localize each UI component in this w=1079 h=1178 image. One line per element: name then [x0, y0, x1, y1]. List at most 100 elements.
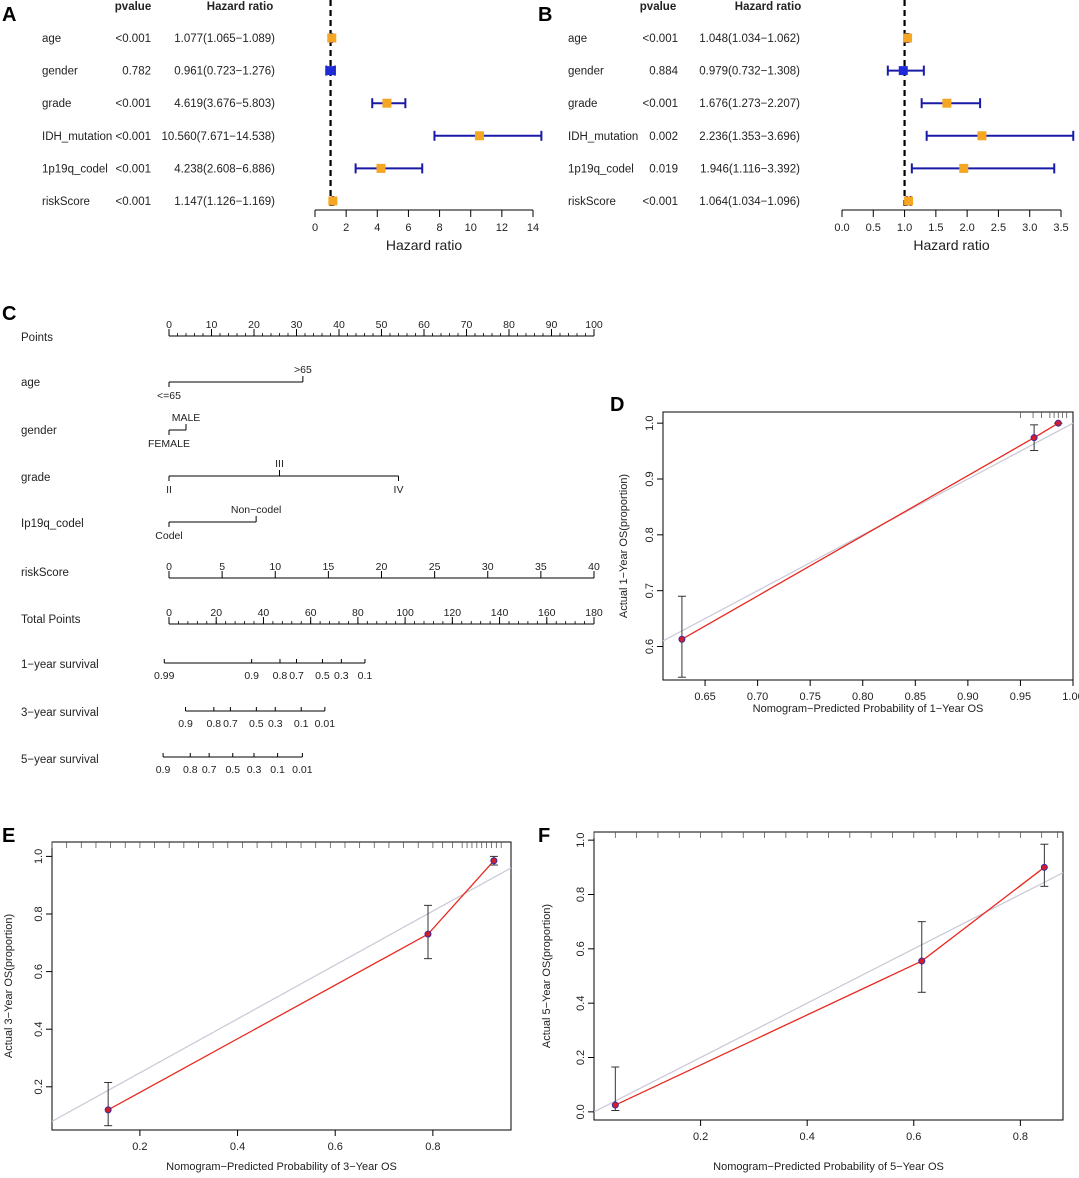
tick-label: 10 — [206, 319, 218, 331]
survival-tick-label: 0.1 — [358, 670, 373, 682]
y-tick-label: 0.7 — [644, 583, 656, 598]
tick-label: 0 — [166, 319, 172, 331]
tick-label: 0 — [166, 607, 172, 619]
hazard-ratio-marker — [327, 33, 337, 43]
survival-tick-label: 0.7 — [223, 718, 238, 730]
x-tick-label: 1.00 — [1062, 691, 1079, 703]
x-tick-label: 0.5 — [866, 222, 881, 234]
x-tick-label: 0.2 — [132, 1141, 147, 1153]
y-tick-label: 0.4 — [33, 1022, 45, 1037]
nomogram-row-label: 3−year survival — [21, 707, 99, 719]
x-tick-label: 0.4 — [800, 1131, 815, 1143]
variable-label: 1p19q_codel — [568, 163, 634, 175]
hazard-ratio-marker — [977, 131, 987, 141]
x-axis-title: Nomogram−Predicted Probability of 1−Year… — [753, 703, 984, 715]
hazard-ratio-label: 4.238(2.608−6.886) — [174, 163, 275, 175]
plot-frame — [593, 831, 1064, 1121]
variable-label: gender — [568, 66, 604, 78]
x-tick-label: 0.8 — [1013, 1131, 1028, 1143]
tick-label: 90 — [546, 319, 558, 331]
observed-point — [490, 857, 498, 865]
hazard-ratio-marker — [904, 196, 914, 206]
y-tick-label: 0.4 — [575, 996, 587, 1011]
tick-label: 15 — [323, 561, 335, 573]
plot-frame — [51, 841, 512, 1131]
x-tick-label: 0.4 — [230, 1141, 245, 1153]
error-bar — [104, 1081, 113, 1127]
hazard-ratio-label: 4.619(3.676−5.803) — [174, 98, 275, 110]
tick-label: 120 — [444, 607, 462, 619]
survival-tick-label: 0.9 — [156, 764, 171, 776]
hazard-ratio-marker — [942, 98, 952, 108]
y-tick-label: 0.8 — [644, 527, 656, 542]
pvalue-label: <0.001 — [116, 196, 152, 208]
y-axis-title: Actual 5−Year OS(proportion) — [541, 904, 553, 1048]
hazard-ratio-marker — [898, 66, 908, 76]
pvalue-label: <0.001 — [116, 163, 152, 175]
observed-line — [681, 422, 1059, 640]
hazard-ratio-label: 1.676(1.273−2.207) — [699, 98, 800, 110]
survival-tick-label: 0.5 — [249, 718, 264, 730]
y-tick-label: 0.6 — [33, 964, 45, 979]
level-label: III — [275, 458, 284, 470]
nomogram-row-label: 1−year survival — [21, 659, 99, 671]
y-tick-label: 1.0 — [575, 833, 587, 848]
calibration-plot-e: E 0.2 0.4 0.6 0.8 0.2 0.4 0.6 0.8 1.0 Nomogram−Pre… — [2, 825, 512, 1173]
hazard-ratio-marker — [325, 66, 335, 76]
variable-label: gender — [42, 66, 78, 78]
y-tick-label: 0.8 — [575, 887, 587, 902]
y-tick-label: 1.0 — [644, 416, 656, 431]
survival-tick-label: 0.5 — [225, 764, 240, 776]
y-tick-label: 0.6 — [644, 639, 656, 654]
rug-marks — [593, 832, 1059, 838]
x-tick-label: 3.5 — [1053, 222, 1068, 234]
x-tick-label: 0.65 — [694, 691, 715, 703]
survival-tick-label: 0.3 — [268, 718, 283, 730]
nomogram-row: 3−year survival 0.9 0.8 0.7 0.5 0.3 0.1 0.01 — [21, 707, 335, 730]
observed-point — [1054, 419, 1062, 427]
nomogram-row-label: riskScore — [21, 567, 69, 579]
confidence-interval — [910, 163, 1056, 174]
tick-label: 100 — [396, 607, 414, 619]
plot-frame — [662, 411, 1074, 681]
survival-tick-label: 0.01 — [315, 718, 336, 730]
observed-point — [104, 1106, 112, 1114]
x-tick-label: 0.70 — [747, 691, 768, 703]
y-axis-title: Actual 1−Year OS(proportion) — [618, 474, 630, 618]
hazard-ratio-marker — [376, 163, 386, 173]
x-tick-label: 3.0 — [1022, 222, 1037, 234]
x-axis-title: Hazard ratio — [913, 237, 989, 253]
pvalue-label: <0.001 — [116, 33, 152, 45]
nomogram-row: 5−year survival 0.9 0.8 0.7 0.5 0.3 0.1 0.01 — [21, 753, 313, 776]
tick-label: 35 — [535, 561, 547, 573]
x-tick-label: 2 — [343, 222, 349, 234]
tick-label: 25 — [429, 561, 441, 573]
survival-tick-label: 0.1 — [270, 764, 285, 776]
tick-label: 180 — [585, 607, 603, 619]
pvalue-label: <0.001 — [116, 131, 152, 143]
tick-label: 5 — [219, 561, 225, 573]
nomogram-row-label: Ip19q_codel — [21, 518, 84, 530]
observed-point — [678, 635, 686, 643]
observed-point — [424, 930, 432, 938]
calibration-plot-d: D 0.65 0.70 0.75 0.80 0.85 0.90 0.95 1.00 0.6 0.7 0… — [610, 394, 1079, 715]
error-bar — [917, 921, 926, 993]
panel-letter: C — [2, 303, 16, 325]
tick-label: 140 — [491, 607, 509, 619]
nomogram-row: 1−year survival 0.99 0.9 0.8 0.7 0.5 0.3 0.1 — [21, 659, 372, 682]
x-tick-label: 2.5 — [991, 222, 1006, 234]
x-tick-label: 0.90 — [957, 691, 978, 703]
rug-marks — [51, 842, 502, 848]
nomogram-row: gender FEMALE MALE — [21, 412, 200, 450]
observed-point — [1030, 434, 1038, 442]
hazard-ratio-label: 1.946(1.116−3.392) — [700, 163, 800, 175]
x-tick-label: 0 — [312, 222, 318, 234]
observed-line — [107, 860, 495, 1111]
nomogram-row-label: Points — [21, 332, 53, 344]
x-axis-title: Nomogram−Predicted Probability of 3−Year… — [166, 1161, 397, 1173]
hazard-ratio-marker — [959, 163, 969, 173]
y-tick-label: 0.6 — [575, 941, 587, 956]
ideal-line — [51, 867, 512, 1122]
